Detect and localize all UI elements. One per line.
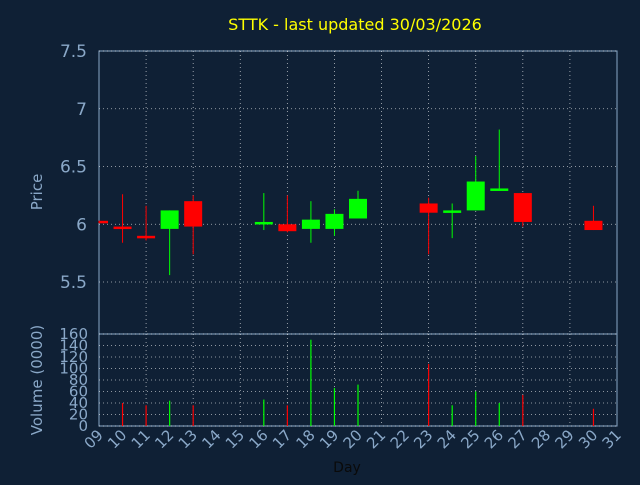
volume-tick-label: 20 bbox=[69, 406, 88, 424]
candle-body bbox=[325, 213, 344, 229]
price-tick-label: 5.5 bbox=[60, 273, 87, 293]
volume-tick-label: 40 bbox=[69, 394, 88, 412]
candle-body bbox=[584, 220, 603, 231]
price-axis-label: Price bbox=[28, 174, 46, 211]
chart-title: STTK - last updated 30/03/2026 bbox=[228, 15, 482, 34]
x-axis-label: Day bbox=[333, 460, 361, 476]
price-tick-label: 6 bbox=[76, 215, 87, 235]
candle-body bbox=[349, 198, 367, 219]
candle-body bbox=[490, 188, 509, 191]
volume-tick-label: 160 bbox=[59, 325, 88, 343]
candle-body bbox=[278, 224, 297, 232]
candle-body bbox=[301, 219, 320, 229]
volume-tick-label: 140 bbox=[59, 337, 88, 355]
candle-body bbox=[466, 181, 485, 211]
candle-body bbox=[113, 226, 132, 230]
price-tick-label: 7 bbox=[76, 100, 87, 120]
candle-body bbox=[513, 193, 532, 222]
x-tick-labels: 0910111213141516171819202122232425262728… bbox=[81, 426, 625, 452]
candle-body bbox=[160, 210, 179, 229]
candle-body bbox=[184, 201, 203, 227]
candle-body bbox=[254, 221, 273, 225]
price-tick-label: 7.5 bbox=[60, 42, 87, 62]
volume-tick-label: 80 bbox=[69, 371, 88, 389]
candle-body bbox=[99, 220, 108, 224]
price-panel: 7.5 7 6.5 6 5.5 bbox=[60, 42, 618, 335]
candle-body bbox=[443, 210, 462, 213]
candle-body bbox=[419, 203, 438, 213]
volume-tick-label: 100 bbox=[59, 360, 88, 378]
price-tick-label: 6.5 bbox=[60, 158, 87, 178]
candle-body bbox=[137, 235, 156, 239]
volume-tick-label: 120 bbox=[59, 348, 88, 366]
volume-tick-label: 60 bbox=[69, 383, 88, 401]
volume-tick-label: 0 bbox=[78, 417, 88, 435]
volume-axis-label: Volume (0000) bbox=[28, 325, 46, 435]
